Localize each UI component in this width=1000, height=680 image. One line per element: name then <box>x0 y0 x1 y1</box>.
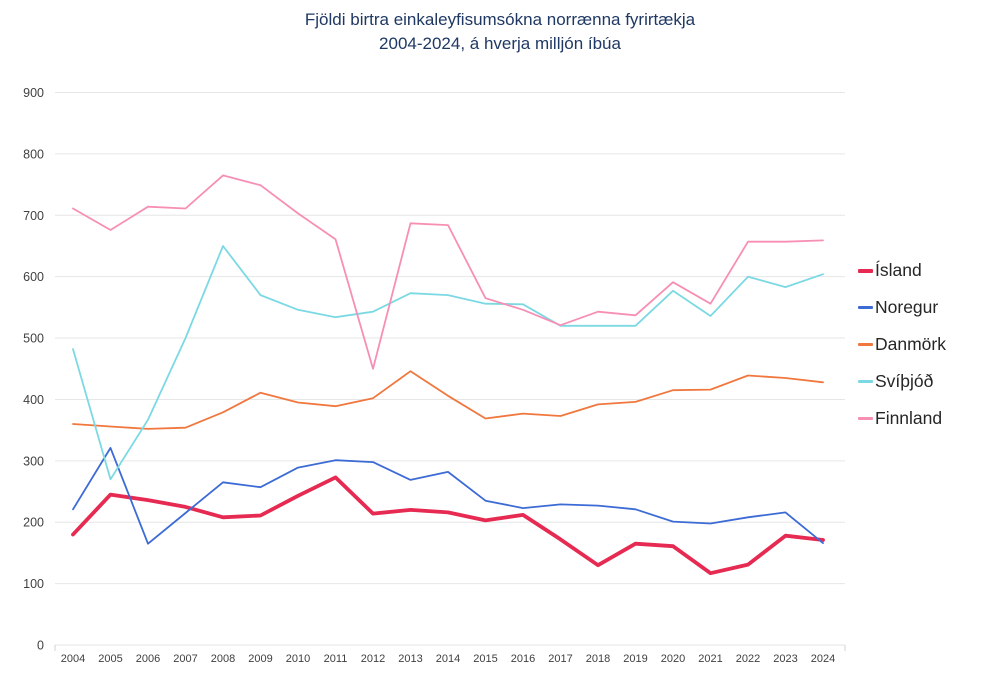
x-axis-label-2018: 2018 <box>586 653 610 665</box>
legend-label-finnland: Finnland <box>875 408 943 428</box>
x-axis-label-2011: 2011 <box>324 653 348 665</box>
legend-item-noregur: Noregur <box>858 289 946 326</box>
series-line-island <box>71 475 825 576</box>
legend-marker-finnland <box>858 417 873 420</box>
x-axis-label-2008: 2008 <box>211 653 235 665</box>
legend-item-svithjod: Svíþjóð <box>858 363 946 400</box>
x-axis-label-2009: 2009 <box>248 653 272 665</box>
x-axis-label-2019: 2019 <box>623 653 647 665</box>
x-axis-label-2014: 2014 <box>436 653 460 665</box>
x-axis-label-2015: 2015 <box>473 653 497 665</box>
legend-item-finnland: Finnland <box>858 400 946 437</box>
y-axis-label-500: 500 <box>23 332 44 346</box>
x-axis-label-2017: 2017 <box>548 653 572 665</box>
y-axis-label-200: 200 <box>23 516 44 530</box>
chart-legend: Ísland Noregur Danmörk Svíþjóð Finnland <box>858 252 946 437</box>
y-axis-label-0: 0 <box>37 639 44 653</box>
x-axis-label-2020: 2020 <box>661 653 685 665</box>
x-axis-label-2005: 2005 <box>98 653 122 665</box>
x-axis-label-2023: 2023 <box>773 653 797 665</box>
legend-label-island: Ísland <box>875 260 922 280</box>
x-axis-label-2012: 2012 <box>361 653 385 665</box>
chart-title: Fjöldi birtra einkaleyfisumsókna norrænn… <box>0 8 1000 56</box>
y-axis-label-800: 800 <box>23 147 44 161</box>
x-axis-label-2013: 2013 <box>398 653 422 665</box>
legend-marker-noregur <box>858 306 873 309</box>
legend-marker-danmork <box>858 343 873 346</box>
x-axis-label-2010: 2010 <box>286 653 310 665</box>
legend-marker-svithjod <box>858 380 873 383</box>
y-axis-label-300: 300 <box>23 454 44 468</box>
x-axis-label-2006: 2006 <box>136 653 160 665</box>
series-line-noregur <box>72 446 824 545</box>
chart-title-line2: 2004-2024, á hverja milljón íbúa <box>379 34 621 53</box>
y-axis-label-700: 700 <box>23 209 44 223</box>
legend-marker-island <box>858 268 873 273</box>
series-line-svithjod <box>72 245 824 481</box>
y-axis-label-100: 100 <box>23 577 44 591</box>
x-axis-label-2007: 2007 <box>173 653 197 665</box>
x-axis-label-2004: 2004 <box>61 653 85 665</box>
legend-label-noregur: Noregur <box>875 297 939 317</box>
y-axis-label-900: 900 <box>23 86 44 100</box>
legend-item-island: Ísland <box>858 252 946 289</box>
legend-label-svithjod: Svíþjóð <box>875 371 934 391</box>
y-axis-label-400: 400 <box>23 393 44 407</box>
legend-label-danmork: Danmörk <box>875 334 946 354</box>
series-line-danmork <box>72 370 824 430</box>
x-axis-label-2022: 2022 <box>736 653 760 665</box>
chart-title-line1: Fjöldi birtra einkaleyfisumsókna norrænn… <box>304 10 696 29</box>
series-line-finnland <box>72 174 824 370</box>
y-axis-label-600: 600 <box>23 270 44 284</box>
x-axis-label-2021: 2021 <box>698 653 722 665</box>
x-axis-label-2024: 2024 <box>811 653 835 665</box>
x-axis-label-2016: 2016 <box>511 653 535 665</box>
legend-item-danmork: Danmörk <box>858 326 946 363</box>
